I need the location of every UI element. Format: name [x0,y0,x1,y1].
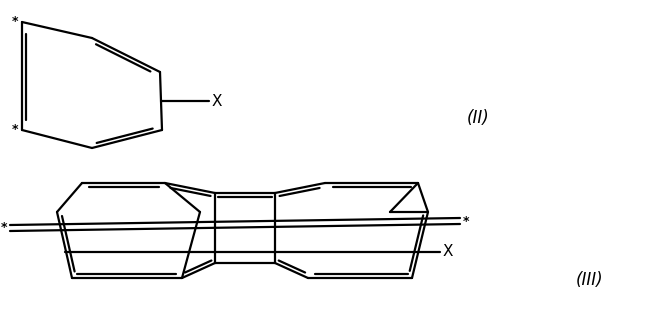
Text: *: * [463,215,470,227]
Text: X: X [212,93,222,108]
Text: (II): (II) [467,109,490,127]
Text: *: * [11,15,18,27]
Text: *: * [1,222,7,234]
Text: (III): (III) [576,271,604,289]
Text: *: * [11,122,18,135]
Text: X: X [443,245,453,259]
